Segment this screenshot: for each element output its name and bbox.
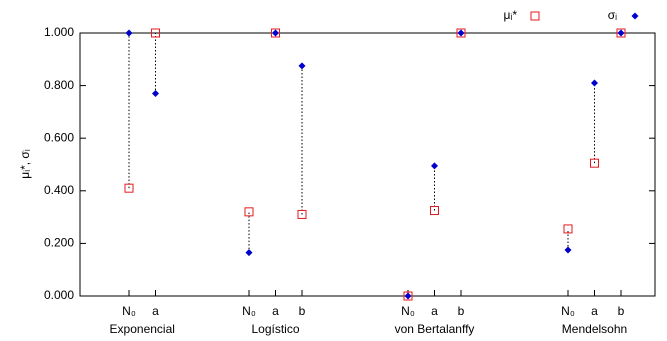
marker-square xyxy=(590,158,599,168)
marker-diamond xyxy=(457,29,465,37)
y-tick-label: 0.200 xyxy=(44,236,74,250)
y-tick-label: 0.600 xyxy=(44,130,74,144)
marker-square xyxy=(271,28,280,38)
group-label: von Bertalanffy xyxy=(395,322,475,336)
x-tick-label: N₀ xyxy=(561,304,575,318)
group-label: Exponencial xyxy=(110,322,175,336)
marker-diamond xyxy=(404,292,412,300)
x-tick-label: N₀ xyxy=(401,304,415,318)
legend-marker xyxy=(631,12,639,20)
group-label: Logístico xyxy=(251,322,299,336)
legend-marker xyxy=(530,11,540,21)
marker-diamond xyxy=(564,246,572,254)
x-tick-label: b xyxy=(618,304,625,318)
x-tick-label: a xyxy=(431,304,438,318)
marker-square xyxy=(456,28,466,38)
marker-diamond xyxy=(245,249,253,257)
marker-diamond xyxy=(125,29,133,37)
x-tick-label: a xyxy=(591,304,598,318)
y-tick-label: 0.000 xyxy=(44,288,74,302)
marker-square xyxy=(616,28,626,38)
group-label: Mendelsohn xyxy=(562,322,627,336)
marker-diamond xyxy=(298,62,306,70)
marker-square xyxy=(124,183,134,193)
x-tick-label: b xyxy=(458,304,465,318)
marker-square xyxy=(297,209,307,219)
marker-square xyxy=(563,224,573,234)
marker-diamond xyxy=(431,162,438,170)
marker-square xyxy=(151,28,160,38)
marker-diamond xyxy=(591,79,598,87)
marker-square xyxy=(430,206,439,216)
marker-diamond xyxy=(617,29,625,37)
x-tick-label: a xyxy=(152,304,159,318)
y-tick-label: 0.400 xyxy=(44,183,74,197)
marker-square xyxy=(244,207,254,217)
x-tick-label: a xyxy=(272,304,279,318)
marker-diamond xyxy=(272,29,279,37)
plot-frame xyxy=(79,32,656,297)
marker-diamond xyxy=(152,89,159,97)
x-tick-label: b xyxy=(299,304,306,318)
y-tick-label: 1.000 xyxy=(44,25,74,39)
legend-label: σᵢ xyxy=(608,8,617,22)
marker-square xyxy=(403,291,413,301)
x-tick-label: N₀ xyxy=(242,304,256,318)
x-tick-label: N₀ xyxy=(122,304,136,318)
legend-label: μᵢ* xyxy=(504,8,518,22)
y-tick-label: 0.800 xyxy=(44,78,74,92)
y-axis-label: μᵢ*, σᵢ xyxy=(18,149,32,179)
